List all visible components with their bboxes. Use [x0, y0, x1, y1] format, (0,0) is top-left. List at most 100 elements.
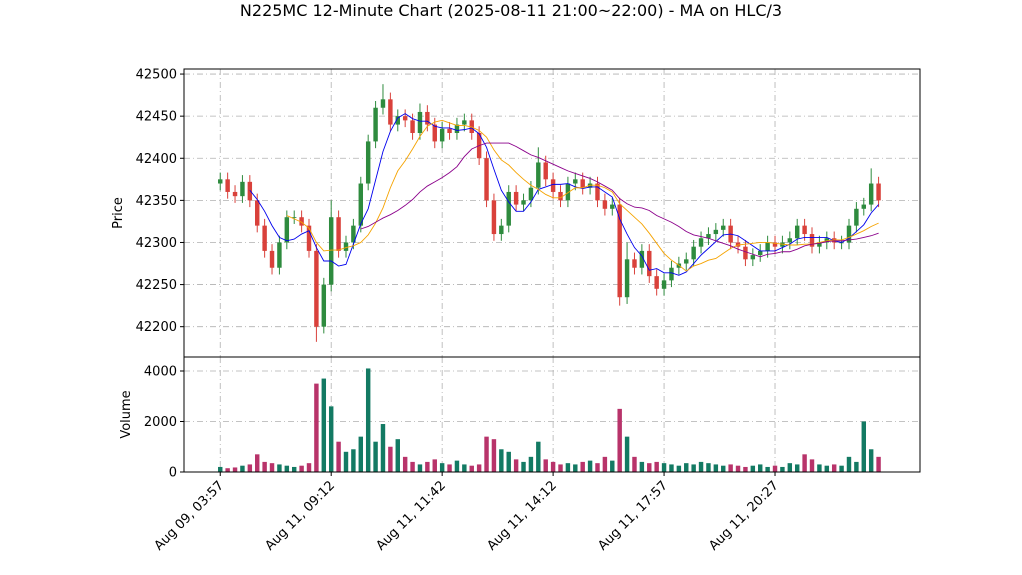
volume-bar	[255, 454, 260, 472]
volume-bar	[691, 464, 696, 472]
volume-bar	[269, 463, 275, 472]
volume-bar	[528, 456, 534, 472]
volume-bar	[676, 465, 682, 472]
volume-bar	[373, 441, 378, 472]
candle-body	[432, 124, 437, 142]
volume-bar	[839, 465, 844, 472]
volume-bar	[565, 463, 571, 472]
volume-bar	[743, 466, 748, 472]
volume-bar	[713, 464, 719, 472]
volume-bar	[750, 465, 756, 472]
candle-body	[343, 242, 349, 251]
volume-bar	[624, 436, 630, 472]
candle-body	[809, 234, 815, 247]
volume-bar	[402, 456, 408, 472]
volume-bar	[846, 456, 852, 472]
candle-body	[624, 259, 630, 298]
candle-body	[543, 162, 548, 180]
x-tick-label: Aug 09, 03:57	[152, 478, 228, 554]
candle-body	[521, 200, 526, 205]
candle-body	[269, 250, 275, 268]
y-tick-label: 42250	[136, 278, 177, 293]
volume-bar	[809, 459, 815, 472]
volume-bar	[780, 466, 785, 472]
x-tick-label: Aug 11, 17:57	[595, 478, 671, 554]
volume-bar	[610, 460, 615, 472]
volume-bar	[284, 465, 290, 472]
candle-body	[698, 238, 704, 247]
candle-body	[794, 225, 800, 239]
candle-body	[462, 120, 467, 125]
volume-bar	[365, 368, 371, 472]
candle-body	[876, 183, 881, 201]
volume-bar	[794, 464, 800, 472]
volume-bar	[240, 465, 245, 472]
candle-body	[632, 259, 637, 268]
candle-body	[499, 225, 504, 235]
candle-body	[491, 200, 497, 235]
volume-bar	[432, 459, 437, 472]
candle-body	[661, 280, 667, 289]
volume-bar	[351, 449, 356, 472]
chart-title: N225MC 12-Minute Chart (2025-08-11 21:00…	[240, 1, 782, 20]
volume-bar	[580, 461, 585, 472]
volume-bar	[417, 464, 423, 472]
volume-bar	[543, 459, 548, 472]
y-tick-label: 42450	[136, 110, 177, 125]
candle-body	[358, 183, 364, 226]
candle-body	[654, 276, 659, 289]
plot-frame	[183, 356, 921, 473]
candle-body	[255, 200, 260, 226]
candle-body	[395, 116, 400, 125]
candle-body	[247, 181, 253, 201]
y-tick-label: 2000	[144, 415, 177, 430]
volume-bar	[536, 441, 541, 472]
volume-bar	[521, 461, 526, 472]
volume-bar	[262, 461, 267, 472]
y-axis-label: Price	[111, 197, 126, 229]
volume-bar	[299, 465, 304, 472]
volume-bar	[765, 466, 770, 472]
candle-body	[817, 242, 822, 247]
volume-bar	[491, 439, 497, 472]
volume-bar	[647, 463, 652, 472]
volume-bar	[772, 465, 778, 472]
candle-body	[299, 217, 304, 226]
volume-bar	[876, 456, 881, 472]
volume-bar	[831, 464, 837, 472]
candle-body	[787, 238, 793, 243]
volume-bar	[817, 464, 822, 472]
volume-bar	[787, 463, 793, 472]
candle-body	[565, 183, 571, 201]
volume-bar	[439, 463, 445, 472]
volume-bar	[380, 424, 386, 472]
volume-bar	[328, 406, 334, 472]
volume-bar	[476, 464, 482, 472]
y-tick-label: 42500	[136, 68, 177, 83]
y-tick-label: 42400	[136, 152, 177, 167]
candle-body	[380, 99, 386, 108]
volume-bar	[395, 439, 400, 472]
x-tick-label: Aug 11, 14:12	[484, 478, 560, 554]
candle-body	[802, 225, 807, 235]
volume-bar	[654, 461, 659, 472]
candle-body	[513, 191, 519, 205]
candle-body	[772, 242, 778, 247]
volume-bar	[232, 467, 238, 472]
candle-body	[365, 141, 371, 184]
volume-bar	[802, 454, 807, 472]
candle-body	[321, 284, 327, 327]
candle-body	[750, 255, 756, 260]
candle-body	[573, 179, 578, 184]
candle-body	[758, 250, 763, 256]
candle-body	[240, 181, 245, 197]
volume-bar	[573, 464, 578, 472]
volume-bar	[247, 464, 253, 472]
candle-body	[854, 208, 859, 226]
candle-body	[868, 183, 874, 205]
volume-bar	[661, 463, 667, 472]
candle-body	[647, 250, 652, 277]
candle-body	[232, 191, 238, 197]
volume-bar	[868, 449, 874, 472]
